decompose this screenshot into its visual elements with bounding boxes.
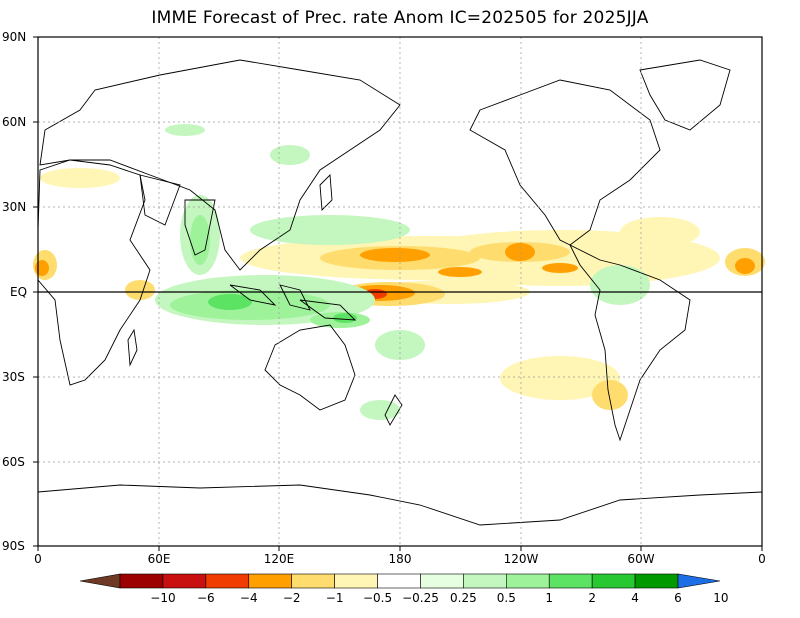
lat-label-90s: 90S — [2, 539, 25, 553]
lon-label-60e: 60E — [147, 552, 171, 566]
lon-label-0: 0 — [34, 552, 42, 566]
colorbar-tick-label: 0.5 — [496, 591, 516, 605]
colorbar-box — [205, 573, 250, 589]
colorbar-box — [377, 573, 421, 589]
colorbar-box — [334, 573, 378, 589]
colorbar-box — [634, 573, 679, 589]
chart-title: IMME Forecast of Prec. rate Anom IC=2025… — [151, 8, 649, 28]
colorbar-box — [162, 573, 207, 589]
colorbar-box — [420, 573, 464, 589]
colorbar-tick-label: 6 — [674, 591, 682, 605]
colorbar-tick-label: 10 — [713, 591, 729, 605]
anomaly-shading — [33, 124, 765, 420]
lat-label-60n: 60N — [2, 115, 27, 129]
lat-label-60s: 60S — [2, 455, 25, 469]
lon-label-0-right: 0 — [758, 552, 766, 566]
colorbar-box — [591, 573, 636, 589]
colorbar-box — [548, 573, 593, 589]
lat-label-90n: 90N — [2, 30, 27, 44]
colorbar-left-arrow — [79, 573, 121, 589]
colorbar-right-arrow — [677, 573, 721, 589]
lon-label-60w: 60W — [627, 552, 655, 566]
colorbar-tick-label: 4 — [631, 591, 639, 605]
colorbar-tick-label: −0.25 — [402, 591, 439, 605]
lat-label-eq: EQ — [10, 285, 28, 299]
coastlines — [37, 59, 763, 526]
colorbar-box — [291, 573, 335, 589]
colorbar-tick-label: −10 — [150, 591, 176, 605]
colorbar-box — [463, 573, 507, 589]
colorbar-box — [506, 573, 550, 589]
colorbar-tick-label: 2 — [588, 591, 596, 605]
colorbar-tick-label: −2 — [282, 591, 301, 605]
colorbar-tick-label: −1 — [325, 591, 344, 605]
lat-label-30s: 30S — [2, 370, 25, 384]
graticule — [38, 37, 762, 546]
colorbar-tick-label: 1 — [545, 591, 554, 605]
colorbar-box — [248, 573, 292, 589]
colorbar-tick-label: −6 — [196, 591, 215, 605]
colorbar-tick-label: 0.25 — [450, 591, 477, 605]
lon-label-120e: 120E — [263, 552, 295, 566]
lon-label-180: 180 — [388, 552, 412, 566]
lon-label-120w: 120W — [503, 552, 539, 566]
colorbar-tick-label: −4 — [239, 591, 258, 605]
axis-ticks — [33, 36, 763, 551]
colorbar-box — [119, 573, 164, 589]
colorbar-tick-label: −0.5 — [362, 591, 393, 605]
lat-label-30n: 30N — [2, 200, 27, 214]
